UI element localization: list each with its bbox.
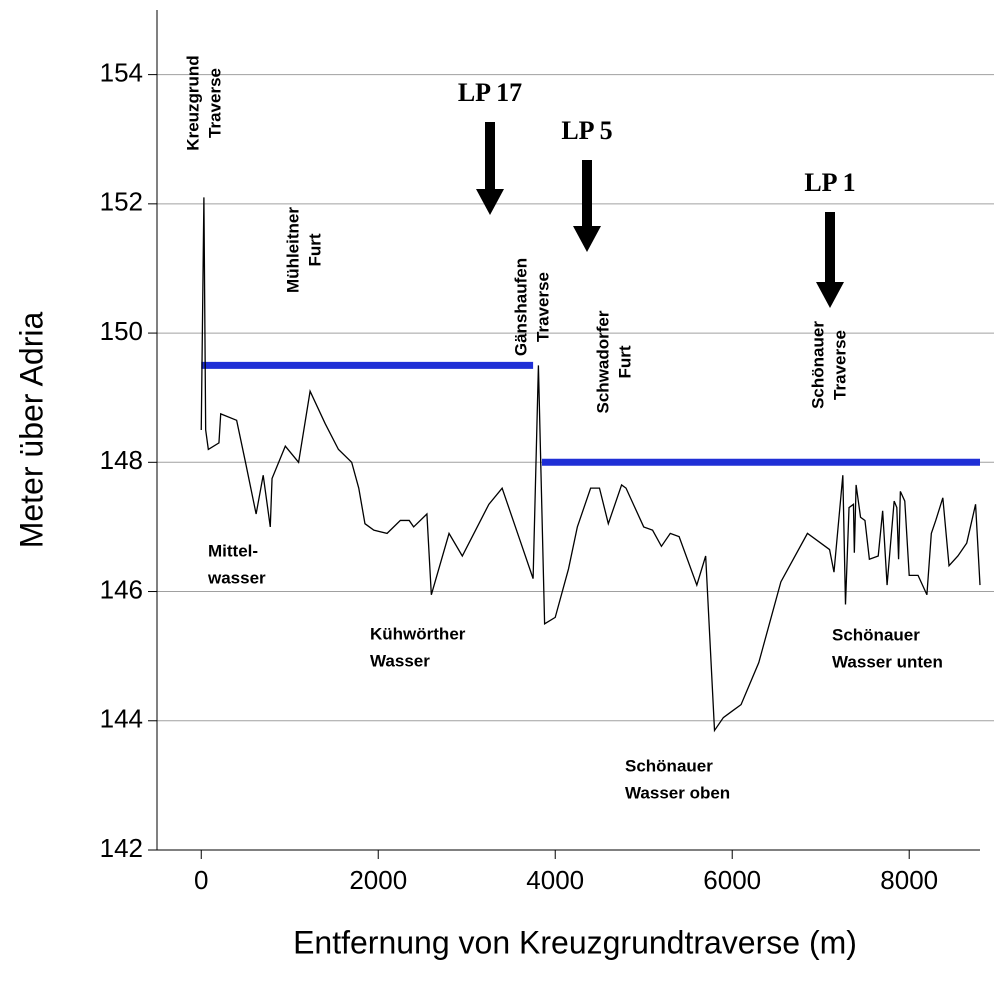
y-tick-label: 150 xyxy=(100,316,143,346)
y-tick-label: 152 xyxy=(100,187,143,217)
arrow-shaft xyxy=(825,212,835,284)
arrow-head xyxy=(476,189,504,215)
annotation-text: Traverse xyxy=(205,68,224,138)
y-tick-label: 148 xyxy=(100,445,143,475)
label-backing xyxy=(432,77,548,113)
x-axis-title: Entfernung von Kreuzgrundtraverse (m) xyxy=(293,924,857,960)
y-tick-label: 146 xyxy=(100,574,143,604)
y-tick-label: 144 xyxy=(100,704,143,734)
annotation-text: wasser xyxy=(207,568,266,587)
annotation: Schwadorfer Furt xyxy=(593,310,634,413)
x-tick-label: 4000 xyxy=(526,865,584,895)
annotation: Mühleitner Furt xyxy=(283,207,324,293)
x-tick-label: 0 xyxy=(194,865,208,895)
annotation-text: Traverse xyxy=(830,330,849,400)
annotation-text: Traverse xyxy=(533,272,552,342)
arrow-head xyxy=(573,226,601,252)
profile-line xyxy=(200,197,981,733)
x-tick-label: 6000 xyxy=(703,865,761,895)
annotation-text: Mittel- xyxy=(208,541,258,560)
annotation: Schönauer Wasser unten xyxy=(832,625,943,671)
annotation-text: Wasser xyxy=(370,651,430,670)
annotation-text: Kreuzgrund xyxy=(183,55,202,150)
annotation-text: Gänshaufen xyxy=(511,258,530,356)
y-axis-title: Meter über Adria xyxy=(13,312,49,549)
annotation-text: Schönauer xyxy=(832,625,920,644)
annotation: Mittel-wasser xyxy=(207,541,266,587)
y-tick-label: 142 xyxy=(100,833,143,863)
annotation: Kreuzgrund Traverse xyxy=(183,55,224,150)
annotation-text: Kühwörther xyxy=(370,624,466,643)
annotation-text: Wasser unten xyxy=(832,652,943,671)
arrow-shaft xyxy=(582,160,592,228)
x-tick-label: 8000 xyxy=(880,865,938,895)
label-backing xyxy=(772,167,888,203)
annotation-text: Wasser oben xyxy=(625,783,730,802)
annotation: Schönauer Traverse xyxy=(808,321,849,409)
label-backing xyxy=(529,115,645,151)
annotation: Schönauer Wasser oben xyxy=(625,756,730,802)
annotation-text: Schwadorfer xyxy=(593,310,612,413)
arrow-head xyxy=(816,282,844,308)
x-tick-label: 2000 xyxy=(349,865,407,895)
annotation-text: Furt xyxy=(305,233,324,266)
annotation-text: Furt xyxy=(615,345,634,378)
annotation: Kühwörther Wasser xyxy=(370,624,466,670)
marker-label: LP 1 xyxy=(804,168,855,197)
annotation-text: Schönauer xyxy=(808,321,827,409)
marker-label: LP 17 xyxy=(458,78,522,107)
marker-label: LP 5 xyxy=(561,116,612,145)
annotation-text: Mühleitner xyxy=(283,207,302,293)
annotation-text: Schönauer xyxy=(625,756,713,775)
annotation: Gänshaufen Traverse xyxy=(511,258,552,356)
y-tick-label: 154 xyxy=(100,57,143,87)
arrow-shaft xyxy=(485,122,495,191)
